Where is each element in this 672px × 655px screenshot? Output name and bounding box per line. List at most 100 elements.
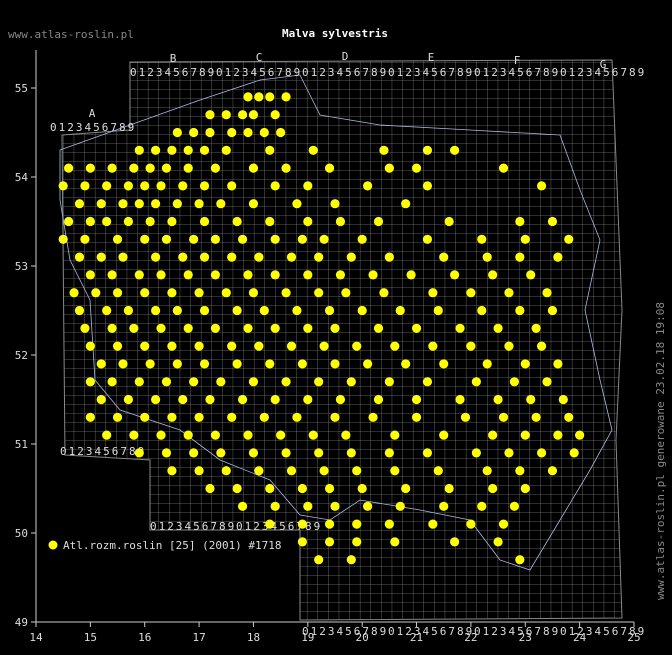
- occurrence-dot: [85, 163, 95, 173]
- occurrence-dot: [324, 305, 335, 316]
- occurrence-dot: [134, 270, 144, 280]
- occurrence-dot: [564, 412, 574, 422]
- occurrence-dot: [199, 145, 210, 155]
- occurrence-dot: [156, 181, 166, 191]
- occurrence-dot: [379, 288, 389, 298]
- occurrence-dot: [439, 430, 449, 440]
- occurrence-dot: [547, 216, 558, 227]
- occurrence-dot: [216, 377, 226, 387]
- occurrence-dot: [297, 359, 307, 369]
- occurrence-dot: [314, 555, 324, 565]
- occurrence-dot: [134, 145, 144, 155]
- occurrence-dot: [428, 519, 438, 529]
- occurrence-dot: [319, 341, 329, 351]
- grid-letter: G: [600, 58, 607, 71]
- occurrence-dot: [80, 181, 90, 191]
- atpol-grid: [61, 59, 623, 621]
- occurrence-dot: [384, 163, 394, 173]
- occurrence-dot: [346, 448, 356, 458]
- occurrence-dot: [428, 341, 438, 351]
- occurrence-dot: [243, 92, 253, 102]
- site-label: www.atlas-roslin.pl: [8, 28, 134, 41]
- occurrence-dot: [401, 199, 411, 209]
- grid-letter: D: [342, 50, 349, 63]
- occurrence-dot: [357, 305, 367, 316]
- occurrence-dot: [156, 270, 166, 280]
- occurrence-dot: [428, 288, 438, 298]
- occurrence-dot: [64, 163, 74, 173]
- grid-letter: C: [256, 51, 263, 64]
- x-tick-label: 17: [192, 631, 205, 644]
- occurrence-dot: [237, 110, 248, 120]
- occurrence-dot: [509, 501, 519, 511]
- occurrence-dot: [161, 163, 172, 173]
- occurrence-dot: [96, 199, 106, 209]
- occurrence-dot: [167, 341, 177, 351]
- occurrence-dot: [281, 288, 291, 298]
- occurrence-dot: [194, 466, 204, 476]
- grid-letter: F: [514, 54, 521, 67]
- occurrence-dot: [248, 163, 259, 173]
- occurrence-dot: [411, 394, 422, 405]
- occurrence-dot: [265, 145, 275, 155]
- occurrence-dot: [488, 483, 498, 494]
- occurrence-dot: [482, 466, 492, 476]
- grid-digits: 0123456789: [50, 121, 136, 134]
- occurrence-dot: [189, 234, 199, 244]
- occurrence-dot: [183, 430, 193, 440]
- occurrence-dot: [96, 359, 106, 369]
- occurrence-dot: [531, 412, 541, 422]
- occurrence-dot: [221, 145, 231, 155]
- occurrence-dot: [411, 412, 422, 422]
- occurrence-dot: [248, 199, 259, 209]
- occurrence-dot: [504, 288, 514, 298]
- occurrence-dot: [237, 501, 248, 511]
- occurrence-dot: [352, 466, 362, 476]
- occurrence-dot: [145, 359, 155, 369]
- occurrence-dot: [542, 288, 552, 298]
- occurrence-dot: [319, 466, 329, 476]
- occurrence-dot: [384, 519, 394, 529]
- occurrence-dot: [227, 127, 237, 138]
- y-tick-label: 51: [15, 438, 28, 451]
- occurrence-dot: [330, 199, 340, 209]
- occurrence-dot: [303, 501, 313, 511]
- occurrence-dot: [504, 448, 514, 458]
- occurrence-dot: [102, 216, 112, 227]
- occurrence-dot: [335, 216, 346, 227]
- occurrence-dot: [259, 412, 269, 422]
- occurrence-dot: [107, 323, 117, 333]
- occurrence-dot: [227, 341, 237, 351]
- occurrence-dot: [450, 145, 460, 155]
- occurrence-dot: [314, 377, 324, 387]
- occurrence-dot: [297, 483, 307, 494]
- occurrence-dot: [80, 234, 90, 244]
- occurrence-dot: [194, 341, 204, 351]
- occurrence-dot: [536, 448, 547, 458]
- occurrence-dot: [123, 394, 134, 405]
- grid-digits: 0123456789: [474, 66, 560, 79]
- occurrence-dot: [96, 394, 106, 405]
- occurrence-dot: [129, 430, 139, 440]
- occurrence-dot: [297, 537, 307, 547]
- occurrence-dot: [237, 234, 248, 244]
- occurrence-dot: [227, 181, 237, 191]
- occurrence-dot: [172, 305, 182, 316]
- occurrence-dot: [455, 394, 465, 405]
- occurrence-dot: [308, 430, 318, 440]
- occurrence-dot: [363, 359, 373, 369]
- occurrence-dot: [542, 377, 552, 387]
- occurrence-dot: [477, 305, 487, 316]
- occurrence-dot: [373, 216, 384, 227]
- occurrence-dot: [324, 163, 335, 173]
- occurrence-dot: [547, 305, 558, 316]
- occurrence-dot: [64, 216, 74, 227]
- occurrence-dot: [515, 305, 525, 316]
- occurrence-dot: [444, 216, 454, 227]
- occurrence-dot: [286, 466, 297, 476]
- y-tick-label: 50: [15, 527, 28, 540]
- occurrence-dot: [134, 199, 144, 209]
- occurrence-dot: [232, 359, 242, 369]
- occurrence-dot: [411, 163, 422, 173]
- map-title: Malva sylvestris: [282, 27, 388, 40]
